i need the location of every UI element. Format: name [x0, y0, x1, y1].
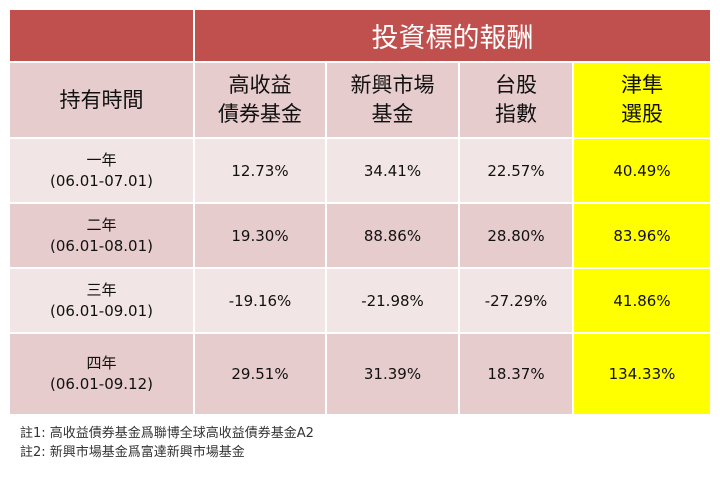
period-cell: 二年 (06.01-08.01) [10, 204, 193, 267]
period-range: (06.01-07.01) [49, 171, 153, 190]
period-label: 四年 [86, 354, 117, 372]
value-cell: 29.51% [195, 334, 325, 414]
value-cell: 22.57% [460, 139, 572, 202]
period-cell: 三年 (06.01-09.01) [10, 269, 193, 332]
header-jinsun: 津隼 選股 [574, 63, 710, 137]
value-cell: 18.37% [460, 334, 572, 414]
value-cell: 31.39% [327, 334, 458, 414]
header-high-yield: 高收益 債券基金 [195, 63, 325, 137]
period-range: (06.01-08.01) [49, 236, 153, 255]
period-label: 三年 [86, 280, 117, 299]
value-cell: 41.86% [574, 269, 710, 332]
value-cell: -21.98% [327, 269, 458, 332]
value-cell: 12.73% [195, 139, 325, 202]
footnotes: 註1: 高收益債券基金爲聯博全球高收益債券基金A2 註2: 新興市場基金爲富達新… [20, 424, 314, 462]
period-cell: 四年 (06.01-09.12) [10, 334, 193, 414]
value-cell: 83.96% [574, 204, 710, 267]
period-label: 一年 [86, 150, 117, 169]
period-range: (06.01-09.12) [49, 375, 153, 393]
period-label: 二年 [86, 215, 117, 234]
footnote-2: 註2: 新興市場基金爲富達新興市場基金 [20, 445, 245, 460]
period-range: (06.01-09.01) [49, 301, 153, 320]
header-row: 持有時間 高收益 債券基金 新興市場 基金 台股 指數 津隼 選股 [10, 63, 710, 137]
value-cell: 28.80% [460, 204, 572, 267]
value-cell: -19.16% [195, 269, 325, 332]
table-row: 一年 (06.01-07.01) 12.73% 34.41% 22.57% 40.49% [10, 139, 710, 202]
value-cell: 40.49% [574, 139, 710, 202]
header-taiex: 台股 指數 [460, 63, 572, 137]
footnote-1: 註1: 高收益債券基金爲聯博全球高收益債券基金A2 [20, 426, 314, 441]
table-row: 三年 (06.01-09.01) -19.16% -21.98% -27.29% 41.8… [10, 269, 710, 332]
period-cell: 一年 (06.01-07.01) [10, 139, 193, 202]
value-cell: 88.86% [327, 204, 458, 267]
table-title: 投資標的報酬 [195, 10, 710, 61]
value-cell: 134.33% [574, 334, 710, 414]
returns-table: 投資標的報酬 持有時間 高收益 債券基金 新興市場 基金 台股 指數 津隼 選股… [8, 8, 712, 416]
value-cell: -27.29% [460, 269, 572, 332]
value-cell: 19.30% [195, 204, 325, 267]
table-row: 二年 (06.01-08.01) 19.30% 88.86% 28.80% 83.96% [10, 204, 710, 267]
header-period: 持有時間 [10, 63, 193, 137]
header-emerging: 新興市場 基金 [327, 63, 458, 137]
title-blank-cell [10, 10, 193, 61]
table-row: 四年 (06.01-09.12) 29.51% 31.39% 18.37% 134.33% [10, 334, 710, 414]
value-cell: 34.41% [327, 139, 458, 202]
